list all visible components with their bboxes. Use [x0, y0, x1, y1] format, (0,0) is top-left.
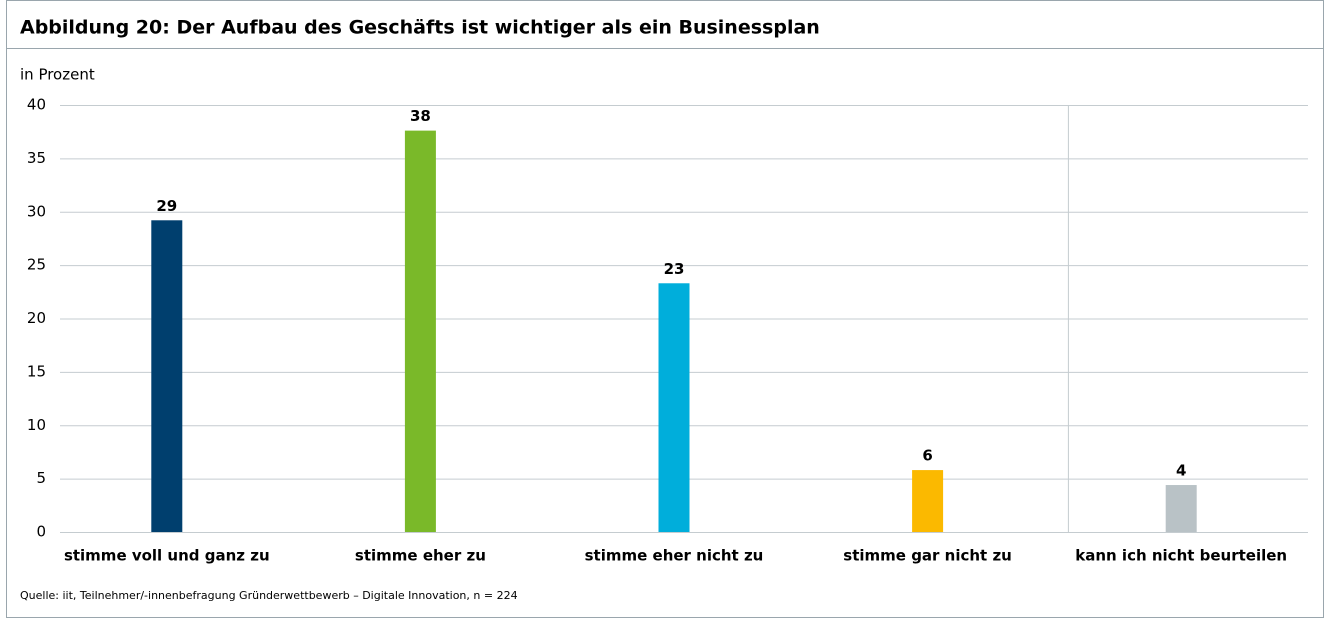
y-tick-label: 10 [27, 416, 46, 434]
y-tick-label: 40 [27, 96, 46, 114]
data-label: 29 [156, 197, 177, 215]
x-tick-label: kann ich nicht beurteilen [1075, 547, 1287, 565]
x-tick-label: stimme eher nicht zu [585, 547, 764, 565]
y-tick-label: 5 [36, 469, 46, 487]
data-label: 6 [922, 447, 932, 465]
y-axis-label: in Prozent [20, 66, 95, 84]
bar [404, 130, 436, 532]
bar [658, 283, 690, 532]
bar [912, 470, 944, 532]
y-tick-label: 0 [36, 523, 46, 541]
x-tick-label: stimme voll und ganz zu [64, 547, 270, 565]
x-tick-label: stimme gar nicht zu [843, 547, 1012, 565]
chart-title: Abbildung 20: Der Aufbau des Geschäfts i… [20, 17, 820, 39]
y-tick-label: 15 [27, 362, 46, 380]
bar [151, 220, 183, 533]
data-label: 23 [664, 260, 685, 278]
y-tick-label: 25 [27, 256, 46, 274]
data-label: 38 [410, 107, 431, 125]
bar [1165, 485, 1197, 532]
y-tick-label: 30 [27, 202, 46, 220]
data-label: 4 [1176, 462, 1186, 480]
x-tick-label: stimme eher zu [355, 547, 486, 565]
source-note: Quelle: iit, Teilnehmer/-innenbefragung … [20, 589, 518, 602]
y-tick-label: 20 [27, 309, 46, 327]
y-tick-label: 35 [27, 149, 46, 167]
